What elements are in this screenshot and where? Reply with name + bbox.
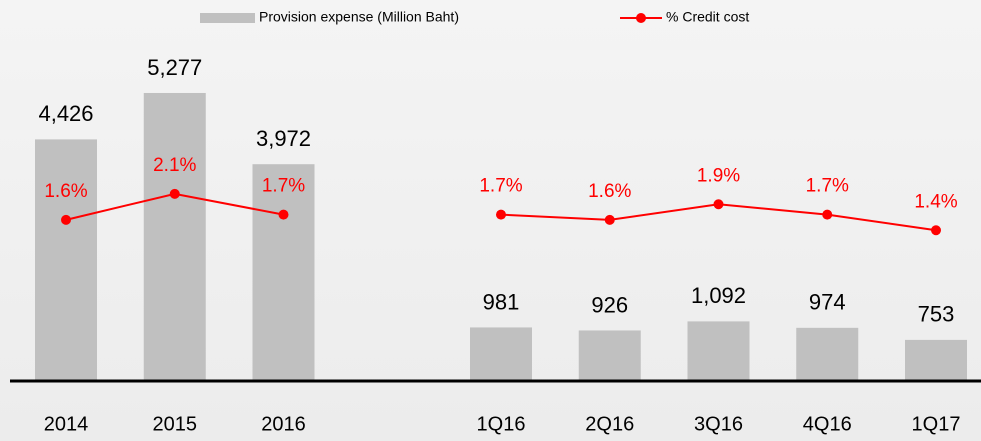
bar-value-label: 5,277 (147, 55, 202, 80)
line-value-label: 1.4% (914, 191, 957, 212)
x-tick-label: 1Q17 (912, 413, 961, 435)
line-value-label: 1.7% (806, 176, 849, 197)
bar (687, 321, 750, 381)
line-marker (713, 199, 724, 210)
bar-value-label: 926 (591, 292, 628, 317)
x-tick-label: 1Q16 (477, 413, 526, 435)
line-value-label: 1.9% (697, 165, 740, 186)
bar-value-label: 974 (809, 290, 846, 315)
x-tick-label: 2015 (153, 413, 198, 435)
x-tick-label: 4Q16 (803, 413, 852, 435)
line-marker (822, 209, 833, 220)
bar (143, 92, 206, 382)
bar (905, 339, 967, 381)
line-marker (61, 214, 71, 225)
line-value-label: 1.6% (588, 181, 631, 202)
line-value-label: 2.1% (153, 155, 196, 176)
bar-value-label: 753 (918, 302, 955, 327)
line-value-label: 1.7% (479, 176, 522, 197)
bar (578, 330, 641, 381)
bar-value-label: 1,092 (691, 283, 746, 308)
legend-marker (636, 13, 646, 23)
bar-value-label: 981 (483, 289, 520, 314)
bar-value-label: 3,972 (256, 126, 311, 151)
legend-label: % Credit cost (666, 9, 749, 25)
line-value-label: 1.7% (262, 176, 305, 197)
x-tick-label: 2Q16 (585, 413, 634, 435)
bar (470, 327, 532, 381)
line-value-label: 1.6% (44, 181, 87, 202)
line-marker (496, 209, 506, 220)
bar (35, 139, 97, 381)
bar-value-label: 4,426 (38, 101, 93, 126)
line-marker (278, 209, 289, 220)
line-marker (931, 225, 941, 236)
x-tick-label: 2014 (44, 413, 89, 435)
legend-swatch (200, 13, 255, 23)
line-marker (604, 214, 615, 225)
line-marker (169, 188, 180, 199)
bar (252, 164, 315, 381)
x-tick-label: 2016 (261, 413, 306, 435)
x-tick-label: 3Q16 (694, 413, 743, 435)
bar (796, 327, 859, 381)
legend-label: Provision expense (Million Baht) (259, 9, 459, 25)
